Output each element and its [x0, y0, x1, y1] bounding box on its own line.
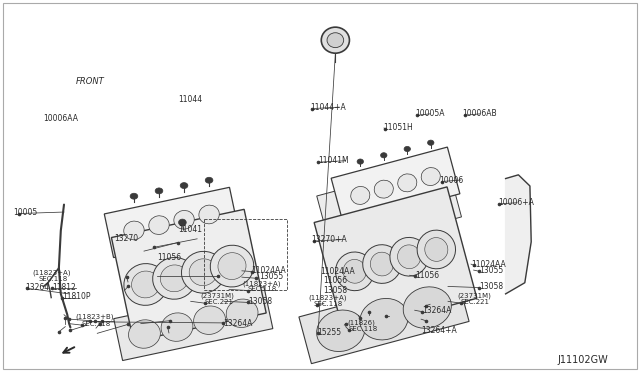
Text: SEC.118: SEC.118: [247, 286, 276, 292]
Bar: [114, 287, 273, 360]
Text: 11051H: 11051H: [383, 124, 412, 132]
Text: 13264A: 13264A: [422, 306, 452, 315]
Ellipse shape: [421, 167, 440, 186]
Ellipse shape: [211, 245, 253, 287]
Text: 13270+A: 13270+A: [312, 235, 348, 244]
Text: (23731M): (23731M): [457, 293, 491, 299]
Text: 13058: 13058: [479, 282, 503, 291]
Ellipse shape: [343, 259, 366, 283]
Text: J11102GW: J11102GW: [557, 355, 608, 365]
Bar: [314, 187, 477, 334]
Ellipse shape: [417, 230, 456, 269]
Text: 10005: 10005: [13, 208, 37, 217]
Text: 11044+A: 11044+A: [310, 103, 346, 112]
Text: 11041M: 11041M: [318, 156, 349, 165]
Ellipse shape: [397, 174, 417, 192]
Ellipse shape: [321, 27, 349, 53]
Ellipse shape: [153, 257, 196, 299]
Ellipse shape: [403, 287, 451, 328]
Ellipse shape: [132, 271, 159, 298]
Text: (11823+A): (11823+A): [308, 294, 347, 301]
Text: SEC.118: SEC.118: [349, 326, 378, 332]
Bar: [331, 147, 460, 225]
Text: (11826): (11826): [347, 319, 375, 326]
Bar: [104, 187, 239, 257]
Text: 13058: 13058: [248, 297, 273, 306]
Ellipse shape: [189, 259, 217, 286]
Text: 11044: 11044: [178, 95, 202, 104]
Text: SEC.221: SEC.221: [205, 299, 234, 305]
Ellipse shape: [374, 180, 394, 198]
Ellipse shape: [327, 33, 344, 48]
Text: 11812: 11812: [52, 283, 76, 292]
Bar: [111, 209, 266, 341]
Text: (23731M): (23731M): [200, 292, 234, 299]
Text: (11823+A): (11823+A): [32, 270, 70, 276]
Ellipse shape: [124, 221, 144, 240]
Ellipse shape: [180, 183, 188, 189]
Text: 10006+A: 10006+A: [498, 198, 534, 207]
Text: 13058: 13058: [323, 286, 348, 295]
Ellipse shape: [148, 216, 169, 234]
Text: 13055: 13055: [259, 272, 284, 281]
Bar: [299, 275, 469, 364]
Text: 13264A: 13264A: [223, 319, 252, 328]
Text: 11056: 11056: [323, 276, 348, 285]
Text: SEC.118: SEC.118: [314, 301, 343, 307]
Ellipse shape: [124, 264, 167, 305]
Text: 10006AB: 10006AB: [462, 109, 497, 118]
Text: 11024AA: 11024AA: [320, 267, 355, 276]
Text: 10006: 10006: [439, 176, 463, 185]
Ellipse shape: [360, 298, 408, 340]
Ellipse shape: [335, 252, 374, 291]
Bar: [317, 161, 461, 252]
Text: 11056: 11056: [415, 271, 439, 280]
Text: SEC.118: SEC.118: [38, 276, 68, 282]
Text: 10006AA: 10006AA: [44, 114, 79, 123]
Ellipse shape: [161, 265, 188, 292]
Text: 11056: 11056: [157, 253, 181, 262]
Ellipse shape: [194, 306, 225, 334]
Ellipse shape: [218, 253, 246, 279]
Text: 11024AA: 11024AA: [252, 266, 286, 275]
Text: 11041: 11041: [178, 225, 202, 234]
Text: 11024AA: 11024AA: [471, 260, 506, 269]
Text: SEC.118: SEC.118: [82, 321, 111, 327]
Ellipse shape: [371, 252, 394, 276]
Text: SEC.221: SEC.221: [461, 299, 490, 305]
Ellipse shape: [226, 299, 258, 327]
Ellipse shape: [390, 237, 428, 276]
Ellipse shape: [404, 147, 410, 152]
Ellipse shape: [199, 205, 220, 224]
Ellipse shape: [363, 245, 401, 283]
Text: 13055: 13055: [479, 266, 503, 275]
Ellipse shape: [425, 238, 448, 262]
Text: FRONT: FRONT: [76, 77, 104, 86]
Text: 13264+A: 13264+A: [421, 326, 457, 335]
Ellipse shape: [161, 313, 193, 341]
Ellipse shape: [357, 159, 364, 164]
Text: (11823+B): (11823+B): [76, 314, 114, 320]
Ellipse shape: [381, 153, 387, 158]
Ellipse shape: [351, 186, 370, 205]
Ellipse shape: [428, 140, 434, 145]
Ellipse shape: [179, 219, 186, 226]
Text: (11823+A): (11823+A): [242, 280, 280, 287]
Text: 11810P: 11810P: [62, 292, 91, 301]
Text: 13270: 13270: [114, 234, 138, 243]
Ellipse shape: [205, 177, 213, 183]
Ellipse shape: [129, 320, 161, 348]
Text: 10005A: 10005A: [415, 109, 444, 118]
Polygon shape: [506, 175, 531, 294]
Ellipse shape: [155, 188, 163, 194]
Ellipse shape: [397, 245, 420, 269]
Ellipse shape: [174, 211, 195, 229]
Ellipse shape: [130, 193, 138, 199]
Ellipse shape: [317, 310, 365, 352]
Ellipse shape: [182, 251, 225, 293]
Text: 13264: 13264: [26, 283, 50, 292]
Text: 15255: 15255: [317, 328, 341, 337]
